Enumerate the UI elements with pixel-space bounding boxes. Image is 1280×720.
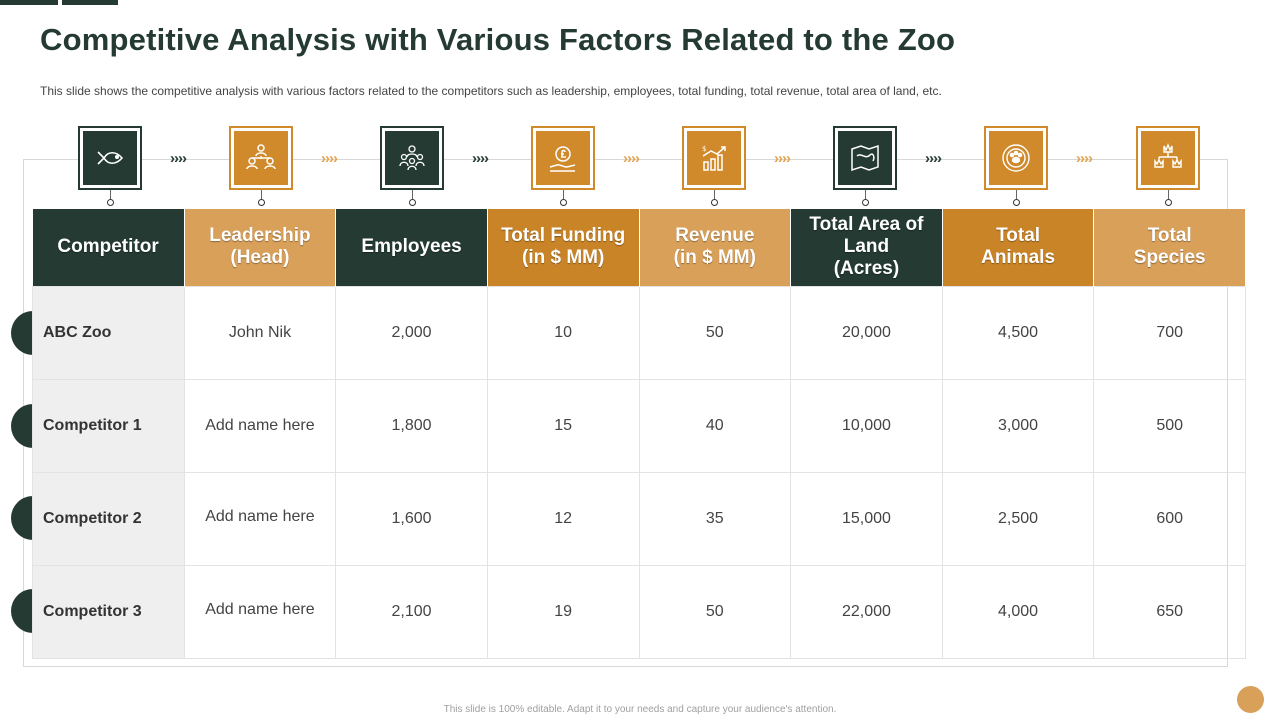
header-total-area: Total Area of Land (Acres) xyxy=(790,209,943,286)
svg-text:$: $ xyxy=(702,145,706,153)
org-chart-icon xyxy=(229,126,293,190)
header-total-species: Total Species xyxy=(1093,209,1246,286)
cell-revenue: 40 xyxy=(638,378,792,473)
hierarchy-icon xyxy=(1136,126,1200,190)
chevron-arrows-icon: ›››› xyxy=(774,150,791,167)
cell-employees: 2,100 xyxy=(335,564,488,659)
table-row: Competitor 3 Add name here 2,100 19 50 2… xyxy=(32,564,1246,659)
corner-decoration xyxy=(1237,686,1264,713)
cell-species: 500 xyxy=(1093,378,1246,473)
chevron-arrows-icon: ›››› xyxy=(925,150,942,167)
cell-leadership: John Nik xyxy=(183,285,337,380)
cell-leadership: Add name here xyxy=(183,564,337,659)
cell-leadership: Add name here xyxy=(183,471,337,566)
competitor-table: Competitor Leadership (Head) Employees To… xyxy=(32,209,1246,659)
cell-employees: 1,800 xyxy=(335,378,488,473)
chevron-arrows-icon: ›››› xyxy=(321,150,338,167)
header-total-funding: Total Funding (in $ MM) xyxy=(487,209,640,286)
revenue-chart-icon: $ xyxy=(682,126,746,190)
cell-species: 600 xyxy=(1093,471,1246,566)
cell-revenue: 50 xyxy=(638,564,792,659)
team-icon xyxy=(380,126,444,190)
cell-area: 22,000 xyxy=(790,564,943,659)
table-row: Competitor 1 Add name here 1,800 15 40 1… xyxy=(32,378,1246,473)
cell-species: 700 xyxy=(1093,285,1246,380)
table-row: ABC Zoo John Nik 2,000 10 50 20,000 4,50… xyxy=(32,285,1246,380)
cell-employees: 1,600 xyxy=(335,471,488,566)
icon-row: ›››› ›››› ›››› xyxy=(0,126,1280,210)
cell-animals: 4,500 xyxy=(941,285,1095,380)
page-title: Competitive Analysis with Various Factor… xyxy=(40,22,956,57)
cell-revenue: 50 xyxy=(638,285,792,380)
cell-funding: 12 xyxy=(486,471,640,566)
cell-funding: 15 xyxy=(486,378,640,473)
cell-area: 15,000 xyxy=(790,471,943,566)
funding-icon xyxy=(531,126,595,190)
table-header-row: Competitor Leadership (Head) Employees To… xyxy=(32,209,1246,286)
cell-competitor: Competitor 3 xyxy=(32,564,185,659)
top-accent-bars xyxy=(0,0,120,5)
cell-area: 20,000 xyxy=(790,285,943,380)
table-row: Competitor 2 Add name here 1,600 12 35 1… xyxy=(32,471,1246,566)
cell-animals: 4,000 xyxy=(941,564,1095,659)
header-employees: Employees xyxy=(335,209,488,286)
cell-species: 650 xyxy=(1093,564,1246,659)
header-leadership: Leadership (Head) xyxy=(184,209,337,286)
page-subtitle: This slide shows the competitive analysi… xyxy=(40,84,942,98)
chevron-arrows-icon: ›››› xyxy=(170,150,187,167)
chevron-arrows-icon: ›››› xyxy=(472,150,489,167)
cell-leadership: Add name here xyxy=(183,378,337,473)
chevron-arrows-icon: ›››› xyxy=(623,150,640,167)
cell-competitor: Competitor 1 xyxy=(32,378,185,473)
cell-area: 10,000 xyxy=(790,378,943,473)
map-icon xyxy=(833,126,897,190)
cell-employees: 2,000 xyxy=(335,285,488,380)
cell-animals: 3,000 xyxy=(941,378,1095,473)
paw-icon xyxy=(984,126,1048,190)
cell-funding: 10 xyxy=(486,285,640,380)
fish-icon xyxy=(78,126,142,190)
cell-animals: 2,500 xyxy=(941,471,1095,566)
cell-funding: 19 xyxy=(486,564,640,659)
header-total-animals: Total Animals xyxy=(942,209,1095,286)
header-competitor: Competitor xyxy=(32,209,185,286)
footer-note: This slide is 100% editable. Adapt it to… xyxy=(443,704,837,715)
header-revenue: Revenue (in $ MM) xyxy=(639,209,792,286)
cell-competitor: Competitor 2 xyxy=(32,471,185,566)
cell-revenue: 35 xyxy=(638,471,792,566)
cell-competitor: ABC Zoo xyxy=(32,285,185,380)
chevron-arrows-icon: ›››› xyxy=(1076,150,1093,167)
